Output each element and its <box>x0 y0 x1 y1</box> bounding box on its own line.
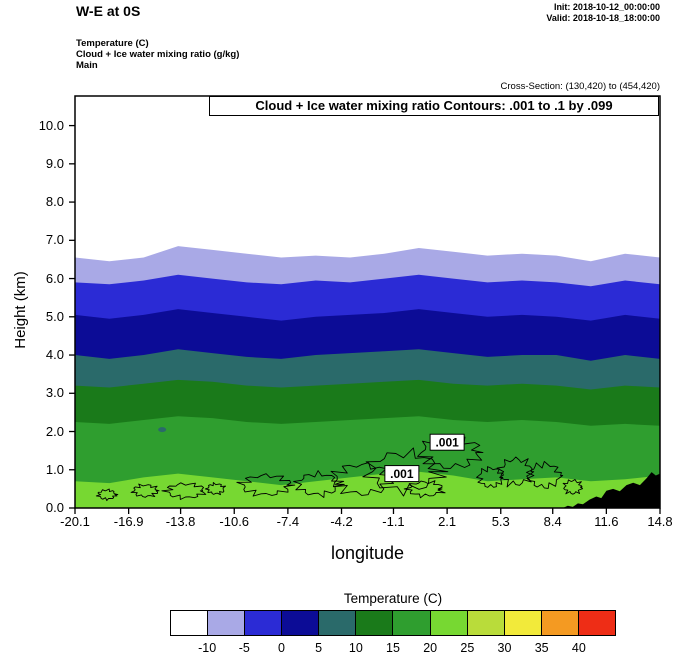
contour-line-4 <box>236 473 296 497</box>
colorbar-tick-label: 20 <box>423 641 438 655</box>
contour-label-text: .001 <box>390 467 414 481</box>
colorbar-tick-labels: -10 -5 0 5 10 15 20 25 30 35 40 <box>170 641 616 657</box>
contour-info-box: Cloud + Ice water mixing ratio Contours:… <box>209 96 659 116</box>
colorbar-tick-label: 5 <box>315 641 323 655</box>
contour-line-1 <box>130 483 160 498</box>
y-tick-label: 10.0 <box>38 117 64 133</box>
colorbar-tick-label: -10 <box>198 641 217 655</box>
contour-line-6 <box>330 462 395 496</box>
valid-time: Valid: 2018-10-18_18:00:00 <box>546 13 660 23</box>
colorbar-title: Temperature (C) <box>343 591 443 606</box>
colorbar-tick-label: 10 <box>348 641 363 655</box>
colorbar-tick-label: 35 <box>534 641 549 655</box>
colorbar-swatch <box>467 611 505 635</box>
field-line-cloud-ice: Cloud + Ice water mixing ratio (g/kg) <box>76 49 240 60</box>
contour-line-9 <box>403 480 446 499</box>
y-tick-label: 7.0 <box>45 232 64 248</box>
cross-section-coords: Cross-Section: (130,420) to (454,420) <box>500 81 660 92</box>
contour-line-0 <box>95 488 119 502</box>
x-axis-label: longitude <box>330 543 405 563</box>
colorbar-tick-label: 30 <box>497 641 512 655</box>
colorbar-swatch <box>208 611 246 635</box>
colorbar-tick-label: 15 <box>386 641 400 655</box>
colorbar-tick-label: 25 <box>460 641 475 655</box>
contour-line-3 <box>204 482 227 496</box>
contour-line-13 <box>562 479 584 495</box>
contour-line-5 <box>293 470 345 498</box>
contour-label-text: .001 <box>435 436 459 450</box>
contour-line-12 <box>526 460 564 489</box>
field-line-temperature: Temperature (C) <box>76 38 149 49</box>
colorbar-swatch <box>504 611 542 635</box>
y-tick-label: 3.0 <box>45 385 64 401</box>
y-tick-label: 5.0 <box>45 308 64 324</box>
x-tick-label: -16.9 <box>113 514 144 529</box>
x-tick-label: 14.8 <box>647 514 673 529</box>
field-list: Temperature (C) Cloud + Ice water mixing… <box>76 38 239 71</box>
colorbar-swatch <box>578 611 615 635</box>
x-tick-label: -7.4 <box>276 514 300 529</box>
colorbar-swatch <box>541 611 579 635</box>
x-tick-label: -1.1 <box>382 514 405 529</box>
contour-line-11 <box>496 456 535 488</box>
colorbar-swatch <box>356 611 394 635</box>
run-times: Init: 2018-10-12_00:00:00 Valid: 2018-10… <box>546 2 660 24</box>
cloud-speck <box>158 427 167 433</box>
x-tick-label: -20.1 <box>60 514 90 529</box>
x-tick-label: -13.8 <box>165 514 196 529</box>
contour-line-8 <box>417 436 484 469</box>
colorbar-swatch <box>171 611 209 635</box>
y-tick-label: 8.0 <box>45 194 64 210</box>
cross-section-plot: .001 .001 <box>69 95 661 514</box>
temperature-band-6 <box>75 471 660 508</box>
colorbar-swatch <box>319 611 357 635</box>
x-tick-label: 11.6 <box>594 514 619 529</box>
colorbar-swatch <box>282 611 320 635</box>
contour-line-7 <box>362 447 449 497</box>
y-tick-label: 9.0 <box>45 155 64 171</box>
x-tick-labels: -20.1 -16.9 -13.8 -10.6 -7.4 -4.2 -1.1 2.1 5.3 8.… <box>60 514 672 534</box>
x-tick-label: 8.4 <box>543 514 562 529</box>
y-tick-labels: 0.0 1.0 2.0 3.0 4.0 5.0 6.0 7.0 8.0 9.0 10.0 <box>0 0 66 600</box>
colorbar-swatch <box>245 611 283 635</box>
x-tick-label: -10.6 <box>219 514 250 529</box>
contour-line-2 <box>161 482 207 500</box>
contour-label-box <box>429 433 465 451</box>
colorbar-tick-label: 0 <box>278 641 285 655</box>
y-tick-label: 0.0 <box>45 500 64 515</box>
field-line-main: Main <box>76 60 98 71</box>
y-tick-label: 4.0 <box>45 347 64 363</box>
y-tick-label: 1.0 <box>45 461 64 477</box>
x-tick-label: 2.1 <box>438 514 457 529</box>
colorbar-tick-label: -5 <box>238 641 250 655</box>
colorbar-swatch <box>393 611 431 635</box>
plot-title: W-E at 0S <box>76 3 141 19</box>
init-time: Init: 2018-10-12_00:00:00 <box>553 2 660 12</box>
x-tick-label: -4.2 <box>330 514 353 529</box>
colorbar-tick-label: 40 <box>571 641 586 655</box>
contour-label-box <box>384 465 420 483</box>
contour-line-10 <box>476 466 504 488</box>
colorbar <box>170 610 616 636</box>
y-tick-label: 6.0 <box>45 270 64 286</box>
x-tick-label: 5.3 <box>491 514 510 529</box>
terrain <box>562 472 660 508</box>
colorbar-swatch <box>430 611 468 635</box>
y-tick-label: 2.0 <box>45 423 64 439</box>
